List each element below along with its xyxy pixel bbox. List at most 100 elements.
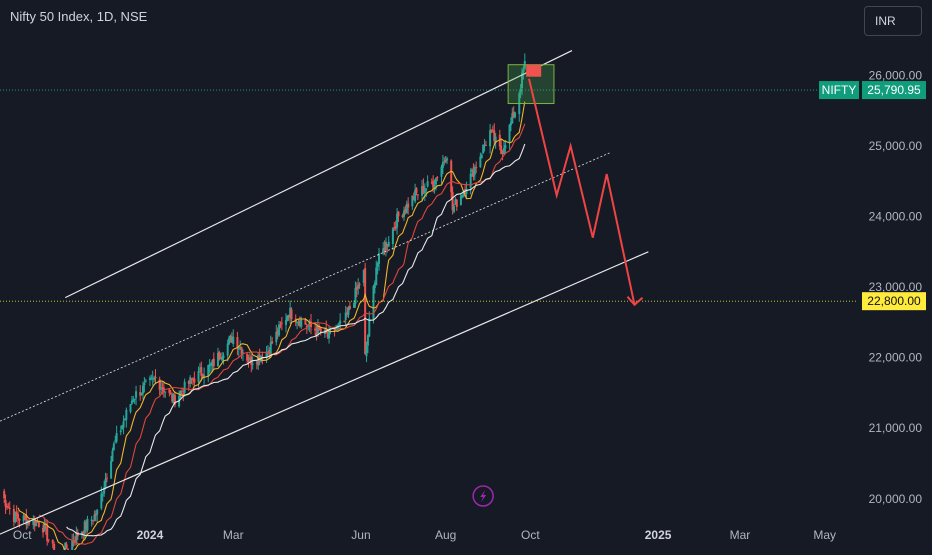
candle-body: [357, 285, 360, 289]
candle-body: [353, 303, 356, 308]
ma-mid-line: [38, 123, 526, 545]
candle-body: [355, 286, 358, 290]
candle-body: [4, 499, 7, 507]
candle-body: [265, 351, 268, 358]
candle-body: [362, 269, 365, 283]
y-tick-label: 25,000.00: [869, 139, 923, 153]
candle-body: [85, 523, 88, 529]
candle-body: [289, 307, 292, 319]
candle-body: [140, 392, 143, 395]
x-tick-label: Jun: [351, 528, 370, 542]
candle-body: [401, 215, 404, 218]
candle-body: [489, 130, 492, 147]
candle-body: [239, 346, 242, 350]
currency-button[interactable]: INR: [864, 6, 922, 36]
candle-body: [132, 399, 135, 402]
candle-body: [383, 248, 386, 252]
candle-body: [208, 364, 211, 367]
candle-body: [372, 286, 375, 320]
candle-body: [480, 154, 483, 159]
candle-body: [473, 167, 476, 175]
candle-body: [275, 332, 278, 343]
candle-body: [23, 517, 26, 519]
candle-body: [387, 241, 390, 247]
candle-body: [511, 113, 514, 124]
symbol-badge-label: NIFTY: [822, 83, 857, 97]
candle-body: [475, 166, 478, 168]
candle-body: [43, 524, 46, 531]
trend-channel: [0, 50, 649, 535]
candle-body: [333, 327, 336, 332]
candle-body: [37, 522, 40, 527]
candle-body: [193, 378, 196, 383]
candle-body: [443, 161, 446, 163]
candle-body: [452, 206, 455, 212]
candle-body: [172, 394, 175, 403]
candle-body: [161, 388, 164, 390]
candle-body: [42, 527, 45, 533]
candle-body: [483, 144, 486, 147]
candle-body: [150, 377, 153, 379]
candle-body: [305, 325, 308, 327]
candle-body: [440, 166, 443, 177]
last-price-label: 25,790.95: [867, 83, 921, 97]
y-tick-label: 20,000.00: [869, 492, 923, 506]
candle-body: [491, 130, 494, 132]
candle-body: [105, 477, 108, 479]
candle-body: [64, 542, 67, 555]
candle-body: [3, 491, 6, 499]
candle-body: [139, 392, 142, 396]
x-tick-label: Aug: [435, 528, 456, 542]
candle-body: [110, 460, 113, 479]
symbol-badge: [819, 81, 859, 100]
candle-body: [384, 242, 387, 250]
x-tick-label: Oct: [13, 528, 32, 542]
candle-body: [104, 478, 107, 489]
candle-body: [450, 160, 453, 193]
candle-body: [75, 532, 78, 544]
candle-body: [144, 380, 147, 382]
candle-body: [36, 521, 39, 523]
x-tick-label: Oct: [521, 528, 540, 542]
y-tick-label: 23,000.00: [869, 280, 923, 294]
candle-body: [434, 178, 437, 185]
candle-body: [247, 360, 250, 362]
candle-body: [493, 130, 496, 142]
red-marker: [526, 64, 542, 77]
candle-body: [365, 346, 368, 357]
candle-body: [373, 283, 376, 289]
candle-body: [71, 540, 74, 550]
candle-body: [191, 378, 194, 380]
candle-body: [171, 394, 174, 402]
candle-body: [255, 361, 258, 364]
candle-body: [498, 134, 501, 147]
candle-body: [396, 213, 399, 228]
candle-body: [125, 409, 128, 420]
candle-body: [397, 211, 400, 217]
candle-body: [472, 170, 475, 177]
candle-body: [432, 180, 435, 188]
candle-body: [15, 512, 18, 517]
candle-body: [129, 404, 132, 412]
candle-body: [411, 195, 414, 207]
candle-body: [226, 343, 229, 356]
moving-averages: [17, 101, 526, 554]
candle-body: [203, 375, 206, 378]
x-tick-label: 2024: [137, 528, 164, 542]
candle-body: [433, 185, 436, 189]
candle-body: [509, 122, 512, 126]
candle-body: [251, 363, 254, 365]
channel-lower-line: [0, 251, 649, 535]
candle-body: [32, 519, 35, 525]
candle-body: [328, 329, 331, 339]
candle-body: [258, 355, 261, 361]
candle-body: [198, 368, 201, 370]
candle-body: [490, 129, 493, 131]
candle-body: [318, 326, 321, 330]
candle-body: [348, 305, 351, 309]
candle-body: [479, 156, 482, 168]
candle-body: [119, 430, 122, 433]
y-tick-label: 22,000.00: [869, 351, 923, 365]
candle-body: [508, 124, 511, 144]
